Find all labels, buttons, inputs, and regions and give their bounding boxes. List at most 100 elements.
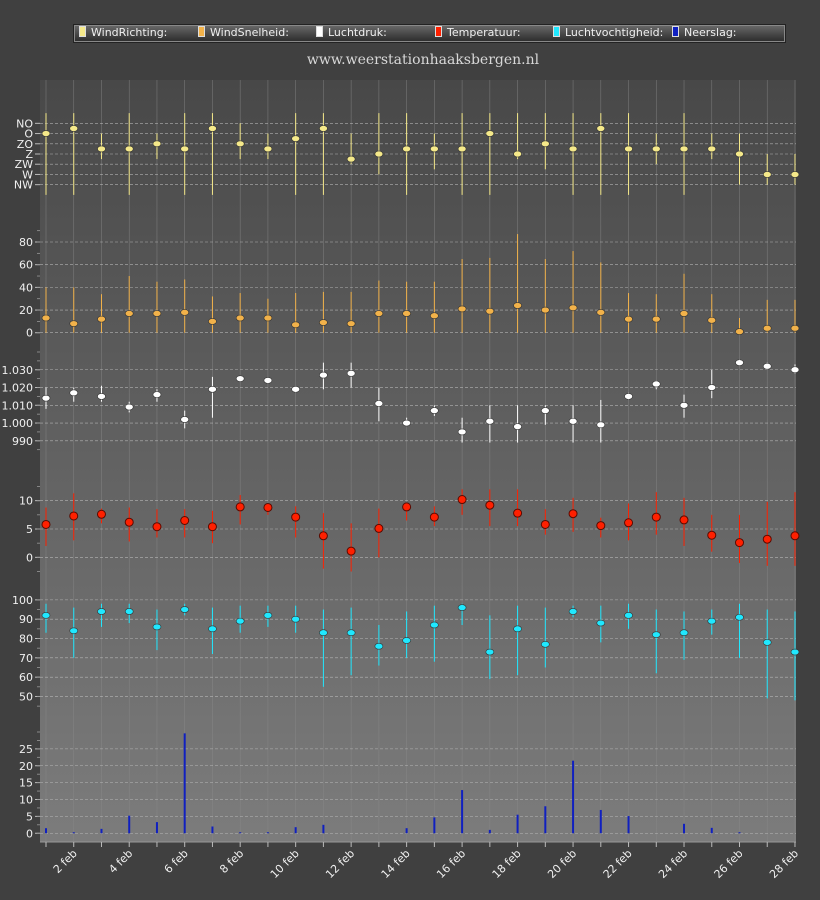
data-point	[124, 310, 134, 317]
data-point	[41, 130, 51, 137]
data-point	[346, 320, 356, 327]
legend: WindRichting: WindSnelheid: Luchtdruk: T…	[73, 24, 786, 43]
data-point	[457, 495, 467, 505]
data-point	[429, 512, 439, 522]
data-point	[485, 307, 495, 315]
x-tick-label: 14 feb	[379, 847, 413, 881]
data-point	[485, 130, 495, 137]
data-point	[790, 324, 800, 332]
x-tick-label: 4 feb	[106, 847, 135, 876]
data-point	[513, 508, 523, 518]
data-point	[346, 546, 356, 556]
data-point	[97, 145, 106, 153]
data-point	[679, 145, 689, 153]
x-tick-label: 6 feb	[162, 847, 191, 876]
y-tick-label: 90	[19, 613, 33, 626]
data-point	[152, 623, 162, 631]
y-tick-label: 15	[19, 777, 33, 790]
y-tick-label: 1.010	[2, 399, 34, 412]
precip-bar	[738, 832, 741, 834]
data-point	[457, 604, 467, 611]
x-tick-label: 18 feb	[490, 847, 524, 881]
data-point	[152, 140, 162, 148]
data-point	[513, 625, 522, 633]
data-point	[430, 312, 439, 320]
y-tick-label: 50	[19, 690, 33, 703]
data-point	[97, 315, 106, 323]
data-point	[541, 641, 550, 648]
precip-bar	[45, 828, 47, 834]
data-point	[152, 522, 162, 532]
data-point	[541, 140, 550, 148]
data-point	[291, 385, 300, 393]
data-point	[180, 416, 189, 423]
y-tick-label: 40	[19, 281, 33, 294]
data-point	[235, 375, 245, 382]
data-point	[69, 511, 79, 521]
precip-bar	[461, 790, 464, 834]
precip-bar	[128, 815, 131, 834]
data-point	[124, 145, 134, 153]
legend-swatch-luchtdruk	[316, 26, 323, 37]
data-point	[735, 538, 744, 548]
precip-bar	[572, 760, 575, 834]
data-point	[41, 394, 51, 402]
data-point	[41, 519, 51, 529]
data-point	[513, 423, 522, 430]
data-point	[762, 639, 772, 646]
data-point	[485, 500, 495, 510]
data-point	[596, 125, 606, 132]
data-point	[568, 304, 578, 312]
x-tick-label: 24 feb	[656, 847, 690, 881]
data-point	[69, 627, 79, 635]
site-title: www.weerstationhaaksbergen.nl	[306, 52, 540, 68]
legend-label: Temperatuur:	[447, 26, 521, 39]
precip-bar	[433, 817, 436, 834]
precip-bar	[544, 806, 547, 834]
data-point	[402, 419, 411, 427]
y-tick-label: 5	[26, 523, 33, 536]
y-tick-label: 100	[12, 594, 33, 607]
data-point	[235, 617, 245, 625]
x-tick-label: 8 feb	[217, 847, 246, 876]
data-point	[346, 155, 356, 163]
data-point	[596, 619, 606, 627]
data-point	[735, 328, 744, 335]
data-point	[430, 621, 439, 629]
y-tick-label: W	[22, 168, 33, 181]
data-point	[541, 306, 550, 314]
precip-bar	[405, 828, 408, 834]
data-point	[152, 391, 162, 398]
data-point	[124, 403, 134, 411]
data-point	[402, 145, 411, 153]
data-point	[735, 150, 744, 158]
precip-bar	[183, 733, 186, 834]
data-point	[568, 417, 578, 425]
data-point	[235, 140, 245, 148]
y-tick-label: 0	[26, 327, 33, 340]
data-point	[596, 309, 606, 316]
data-point	[318, 531, 328, 541]
data-point	[457, 428, 467, 436]
data-point	[457, 305, 467, 313]
data-point	[263, 314, 273, 322]
y-tick-label: 60	[19, 259, 33, 272]
y-tick-label: 20	[19, 760, 33, 773]
x-tick-label: 10 feb	[268, 847, 302, 881]
legend-item-windsnelheid: WindSnelheid:	[198, 26, 289, 39]
legend-swatch-windrichting	[79, 26, 86, 37]
data-point	[707, 145, 717, 153]
data-point	[291, 135, 300, 142]
data-point	[568, 145, 578, 153]
data-point	[762, 324, 772, 332]
legend-label: Luchtdruk:	[328, 26, 387, 39]
data-point	[790, 648, 800, 656]
data-point	[319, 319, 328, 326]
data-point	[540, 519, 550, 529]
precip-bar	[72, 832, 75, 834]
data-point	[208, 125, 217, 132]
data-point	[402, 502, 412, 512]
data-point	[651, 512, 661, 522]
data-point	[180, 145, 189, 153]
data-point	[235, 314, 245, 322]
